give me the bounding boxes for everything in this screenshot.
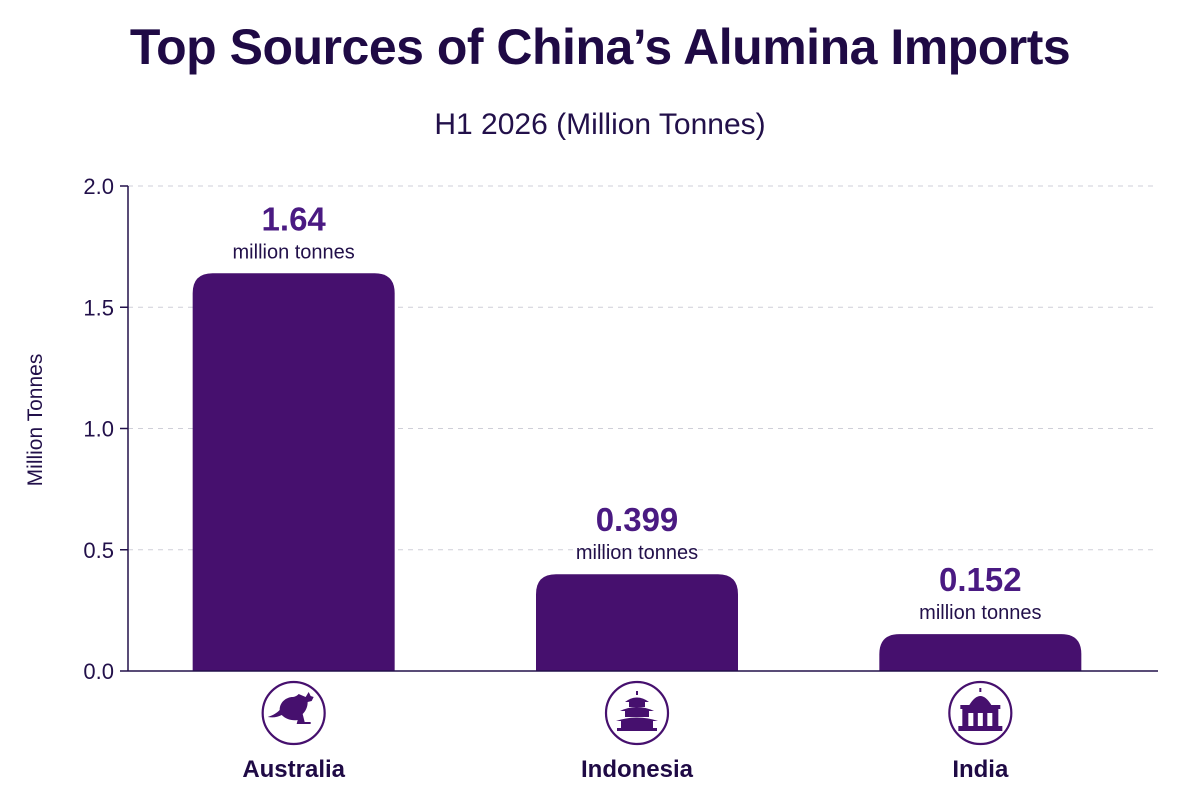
kangaroo-icon — [261, 680, 326, 746]
y-tick-label: 1.5 — [83, 295, 114, 320]
category-label: India — [952, 756, 1009, 783]
bar-india — [879, 634, 1082, 671]
y-tick-label: 0.0 — [83, 659, 114, 684]
monument-icon — [948, 680, 1013, 746]
unit-label: million tonnes — [233, 241, 355, 263]
category-axis: Australia Indonesia India — [242, 680, 1013, 783]
bar-australia — [192, 273, 395, 671]
unit-label: million tonnes — [576, 542, 698, 564]
chart-title: Top Sources of China’s Alumina Imports — [129, 19, 1071, 75]
value-label: 0.152 — [939, 561, 1022, 598]
value-label: 1.64 — [262, 200, 327, 237]
unit-label: million tonnes — [919, 602, 1041, 624]
chart-subtitle: H1 2026 (Million Tonnes) — [434, 108, 766, 141]
bars — [192, 273, 1082, 671]
category-label: Indonesia — [581, 756, 694, 783]
y-tick-label: 2.0 — [83, 174, 114, 199]
y-tick-label: 0.5 — [83, 538, 114, 563]
temple-icon — [604, 680, 670, 746]
value-label: 0.399 — [596, 501, 679, 538]
data-labels: 1.64 million tonnes 0.399 million tonnes 0.1… — [233, 200, 1042, 624]
category-label: Australia — [242, 756, 345, 783]
bar-indonesia — [536, 574, 738, 671]
y-axis-label: Million Tonnes — [24, 354, 47, 487]
y-tick-label: 1.0 — [83, 417, 114, 442]
axes: 0.0 0.5 1.0 1.5 2.0 — [83, 174, 1158, 684]
